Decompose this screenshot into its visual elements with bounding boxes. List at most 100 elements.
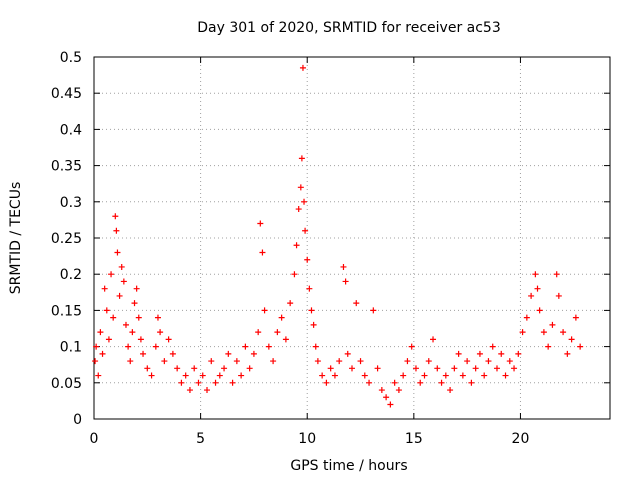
data-point [536,307,543,314]
data-point [113,227,120,234]
data-point [99,350,106,357]
data-point [182,372,189,379]
y-tick-label: 0.25 [51,231,82,247]
data-point [306,285,313,292]
data-point [302,227,309,234]
data-point [336,358,343,365]
y-tick-label: 0.05 [51,376,82,392]
data-point [455,350,462,357]
data-point [161,358,168,365]
data-point [246,365,253,372]
data-point [148,372,155,379]
data-point [169,350,176,357]
y-tick-label: 0.2 [60,267,82,283]
x-tick-label: 10 [298,431,316,447]
data-point [97,329,104,336]
data-point [476,350,483,357]
data-point [430,336,437,343]
data-point [568,336,575,343]
data-point [116,292,123,299]
y-tick-label: 0.4 [60,122,82,138]
data-point [560,329,567,336]
data-point [438,379,445,386]
data-point [114,249,121,256]
data-point [540,329,547,336]
data-point [93,343,100,350]
plot-frame [93,56,611,420]
data-point [108,271,115,278]
y-tick-label: 0.3 [60,195,82,211]
data-point [555,292,562,299]
data-point [468,379,475,386]
data-point [523,314,530,321]
data-point [204,387,211,394]
data-point [342,278,349,285]
y-tick-label: 0 [73,412,82,428]
x-tick-label: 20 [512,431,530,447]
axis-tick-labels: 0 0.05 0.1 0.15 0.2 0.25 0.3 0.35 0.4 0.45 0.5 0 5 10… [51,50,530,447]
data-point [319,372,326,379]
data-point [131,300,138,307]
data-points [92,64,584,408]
data-point [129,329,136,336]
data-point [186,387,193,394]
data-point [459,372,466,379]
data-point [144,365,151,372]
y-tick-label: 0.1 [60,340,82,356]
data-point [400,372,407,379]
data-point [511,365,518,372]
data-point [312,343,319,350]
data-point [545,343,552,350]
data-point [125,343,132,350]
data-point [421,372,428,379]
data-point [122,321,129,328]
data-point [366,379,373,386]
data-point [133,285,140,292]
x-tick-label: 15 [405,431,423,447]
data-point [178,379,185,386]
data-point [353,300,360,307]
data-point [274,329,281,336]
data-point [314,358,321,365]
data-point [451,365,458,372]
data-point [233,358,240,365]
data-point [532,271,539,278]
data-point [481,372,488,379]
data-point [250,350,257,357]
data-point [127,358,134,365]
data-point [425,358,432,365]
data-point [259,249,266,256]
data-point [361,372,368,379]
chart-title: Day 301 of 2020, SRMTID for receiver ac5… [197,20,501,36]
data-point [331,372,338,379]
y-tick-label: 0.5 [60,50,82,66]
data-point [295,206,302,213]
data-point [549,321,556,328]
data-point [528,292,535,299]
x-axis-title: GPS time / hours [290,458,407,474]
data-point [304,256,311,263]
data-point [378,387,385,394]
data-point [137,336,144,343]
data-point [412,365,419,372]
data-point [112,213,119,220]
data-point [92,358,99,365]
data-point [225,350,232,357]
data-point [308,307,315,314]
data-point [140,350,147,357]
data-point [323,379,330,386]
data-point [120,278,127,285]
y-tick-label: 0.35 [51,159,82,175]
data-point [154,314,161,321]
data-point [327,365,334,372]
data-point [344,350,351,357]
data-point [498,350,505,357]
data-point [506,358,513,365]
data-point [299,64,306,71]
data-point [261,307,268,314]
data-point [447,387,454,394]
data-point [135,314,142,321]
data-point [297,184,304,191]
data-point [310,321,317,328]
